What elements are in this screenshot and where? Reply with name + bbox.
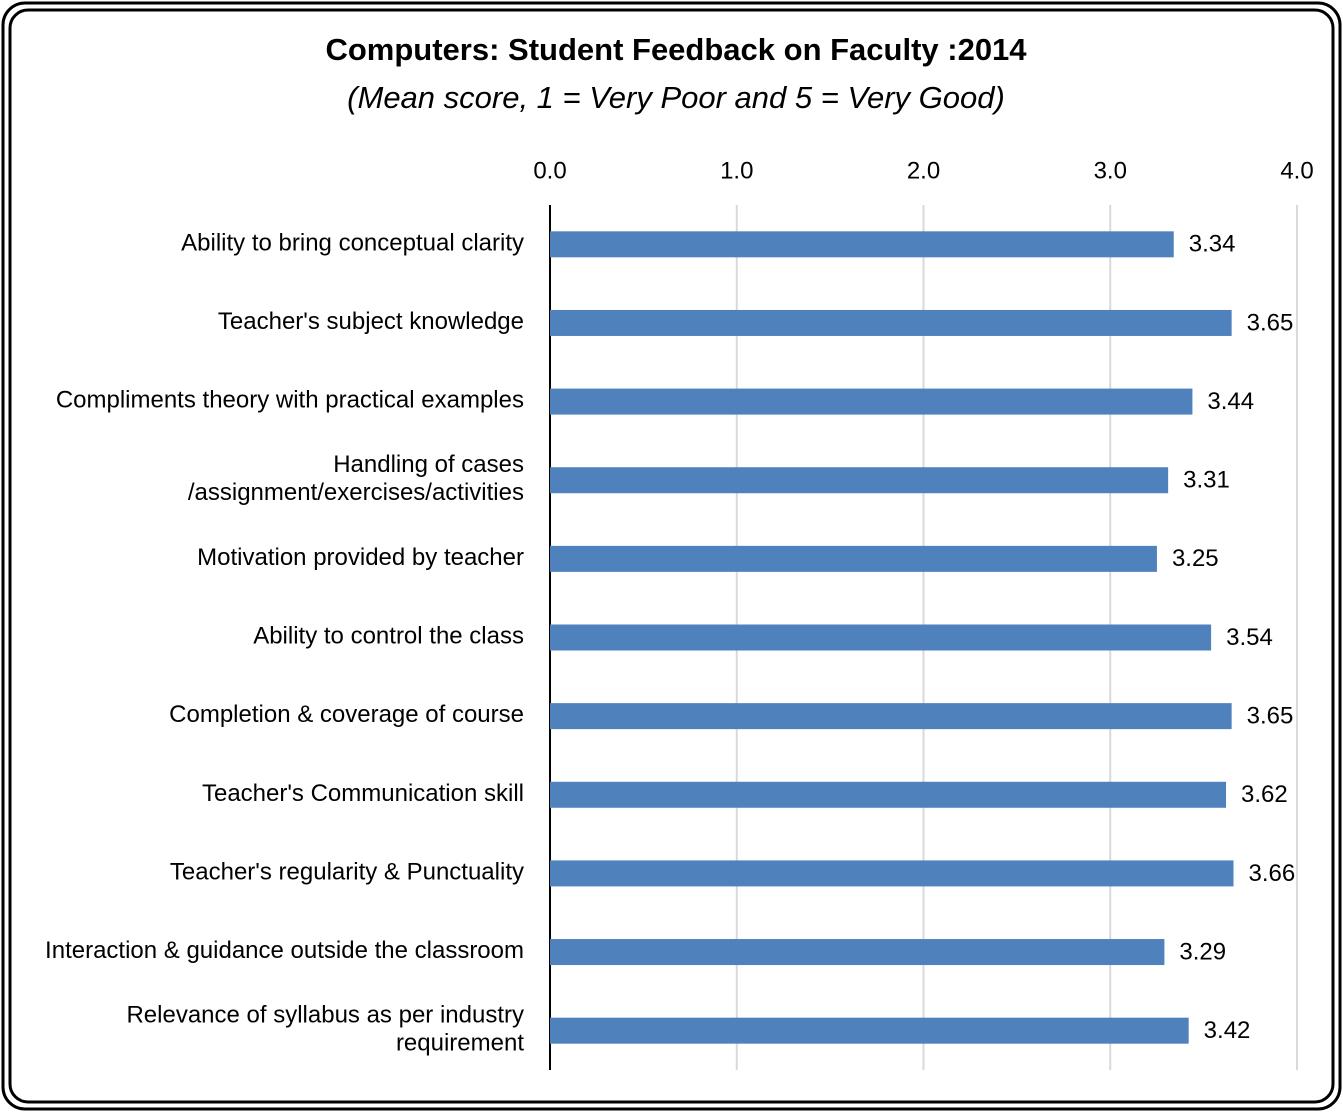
- y-tick-label: Teacher's Communication skill: [202, 780, 524, 807]
- bar: [550, 309, 1232, 336]
- y-tick-label: Ability to control the class: [253, 623, 524, 650]
- bar: [550, 388, 1193, 415]
- inner-frame: [8, 8, 1335, 1104]
- x-tick-label: 4.0: [1280, 157, 1313, 184]
- bar: [550, 231, 1174, 258]
- bar: [550, 624, 1212, 651]
- bar: [550, 467, 1169, 494]
- bar: [550, 860, 1234, 887]
- value-label: 3.34: [1189, 231, 1236, 258]
- value-label: 3.66: [1249, 860, 1296, 887]
- y-tick-label: Compliments theory with practical exampl…: [56, 387, 524, 414]
- chart-title: Computers: Student Feedback on Faculty :…: [325, 32, 1027, 67]
- y-tick-label: Interaction & guidance outside the class…: [45, 937, 524, 964]
- value-label: 3.29: [1179, 938, 1226, 965]
- value-label: 3.42: [1204, 1017, 1251, 1044]
- x-tick-label: 0.0: [533, 157, 566, 184]
- bar: [550, 703, 1232, 730]
- y-tick-label: Completion & coverage of course: [169, 701, 524, 728]
- value-label: 3.25: [1172, 545, 1219, 572]
- y-tick-label: Relevance of syllabus as per industry req…: [126, 1002, 524, 1057]
- y-tick-label: Handling of cases/assignment/exercises/a…: [188, 452, 524, 507]
- bar: [550, 1017, 1189, 1044]
- chart-subtitle: (Mean score, 1 = Very Poor and 5 = Very …: [347, 80, 1005, 115]
- value-label: 3.65: [1247, 309, 1294, 336]
- value-label: 3.44: [1207, 388, 1254, 415]
- y-tick-label: Teacher's subject knowledge: [218, 308, 524, 335]
- y-tick-label: Ability to bring conceptual clarity: [181, 230, 524, 257]
- bar: [550, 939, 1165, 966]
- x-tick-label: 1.0: [720, 157, 753, 184]
- value-label: 3.65: [1247, 702, 1294, 729]
- x-tick-label: 3.0: [1094, 157, 1127, 184]
- bar: [550, 545, 1157, 572]
- value-label: 3.54: [1226, 624, 1273, 651]
- bar: [550, 781, 1227, 808]
- y-tick-label: Teacher's regularity & Punctuality: [170, 859, 524, 886]
- value-label: 3.62: [1241, 781, 1288, 808]
- x-tick-label: 2.0: [907, 157, 940, 184]
- y-tick-label: Motivation provided by teacher: [197, 544, 524, 571]
- value-label: 3.31: [1183, 467, 1230, 494]
